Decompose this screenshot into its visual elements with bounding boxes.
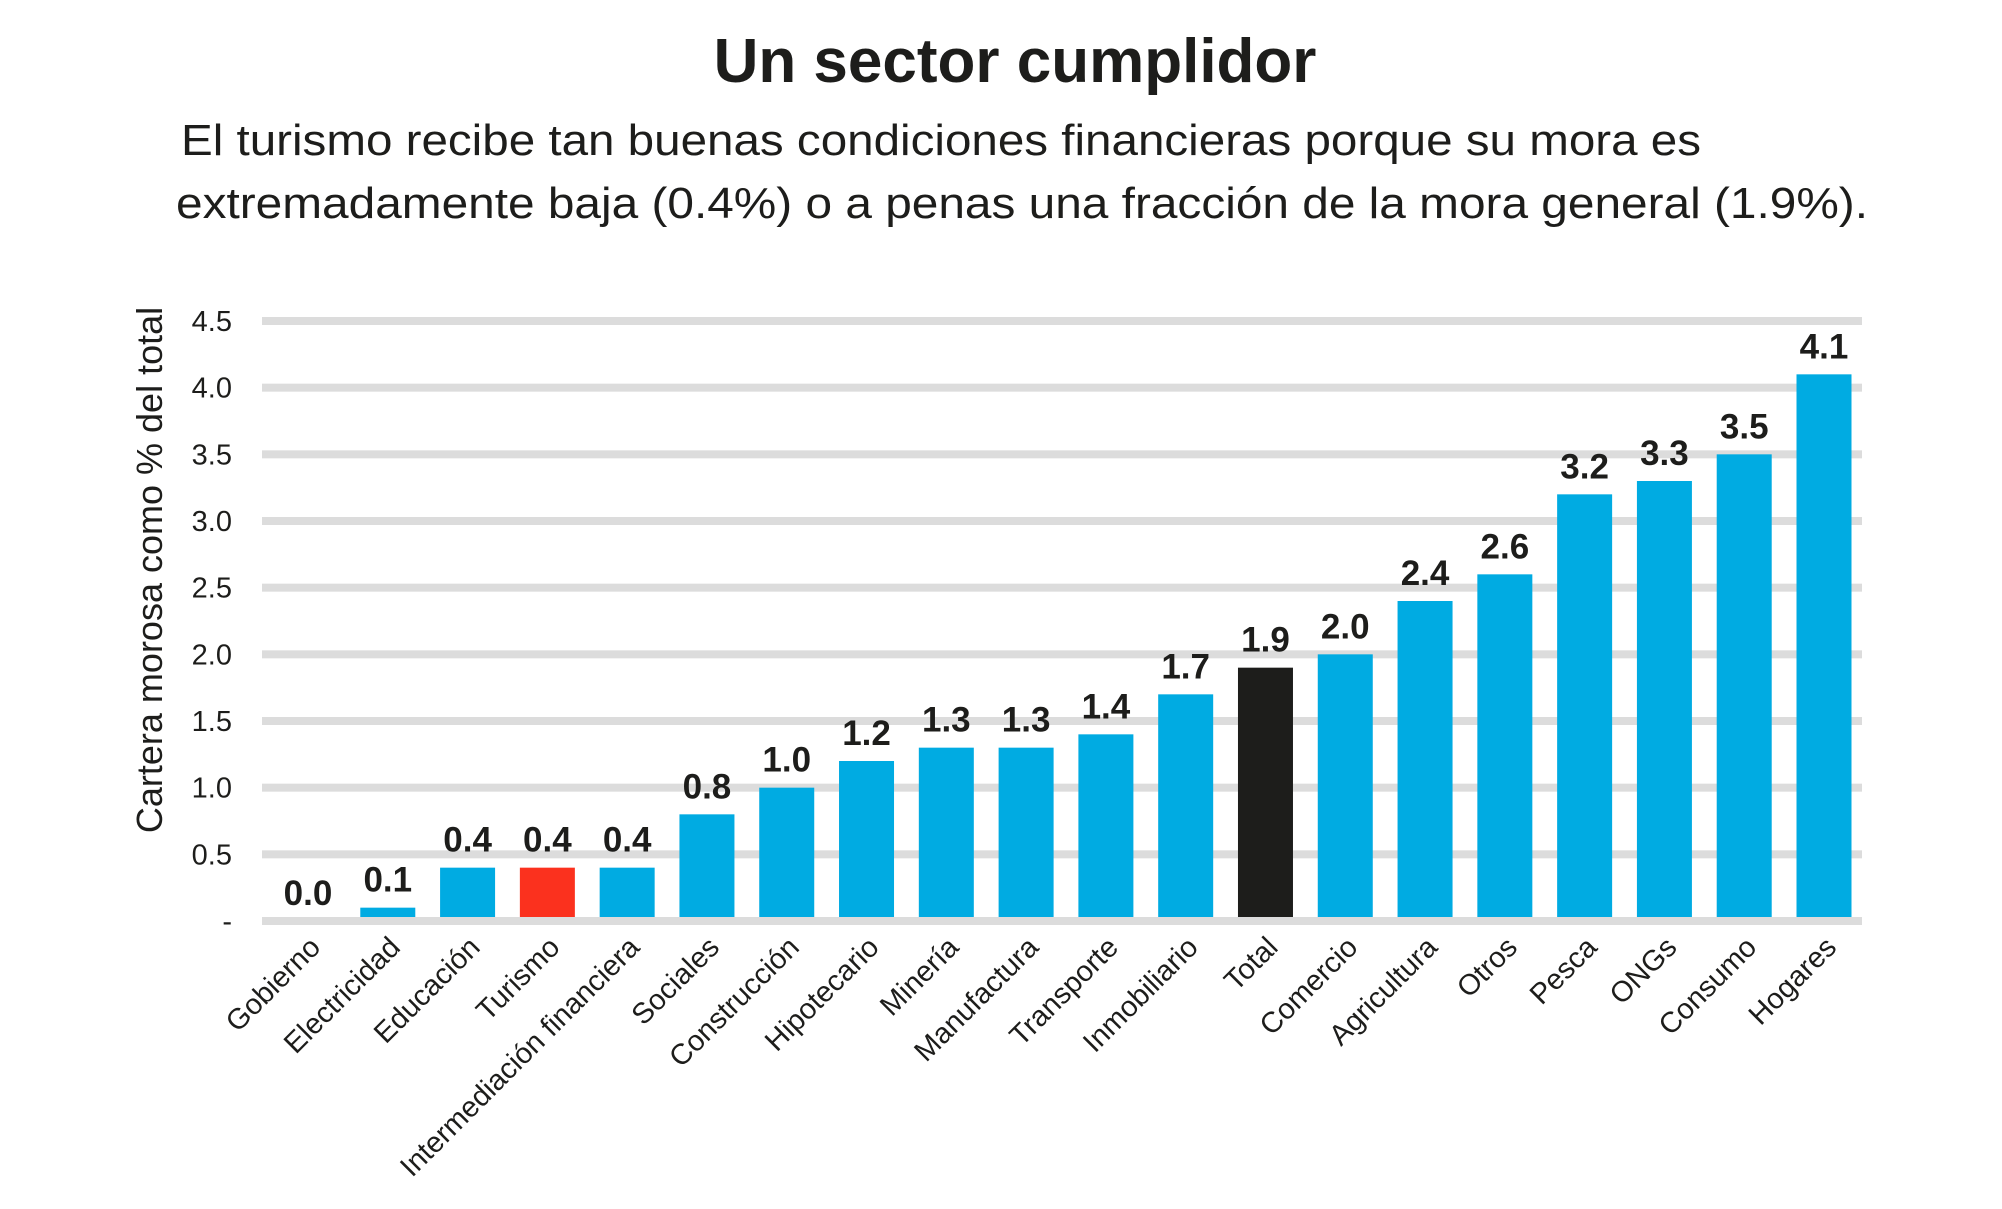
gridlines <box>262 317 1862 925</box>
category-label: Total <box>1218 931 1284 997</box>
y-tick-label: 3.0 <box>192 506 232 538</box>
y-tick-label: 4.5 <box>192 306 232 338</box>
data-label: 2.6 <box>1481 527 1530 566</box>
y-tick-label: 3.5 <box>192 439 232 471</box>
y-tick-label: 4.0 <box>192 373 232 405</box>
data-label: 3.5 <box>1720 407 1769 446</box>
data-label: 0.4 <box>443 821 492 860</box>
y-tick-label: 1.0 <box>192 773 232 805</box>
data-label: 0.0 <box>284 874 333 913</box>
gridline <box>262 850 1862 859</box>
chart-title: Un sector cumplidor <box>714 27 1317 96</box>
bar-3 <box>519 867 575 917</box>
data-label: 3.3 <box>1640 434 1689 473</box>
data-labels: 0.0 0.1 0.4 0.4 0.4 0.8 1.0 1.2 1.3 1.3 1.4 1.7 1.9 2… <box>284 327 1849 913</box>
y-tick-label: 2.0 <box>192 639 232 671</box>
data-label: 1.7 <box>1161 647 1210 686</box>
chart-subtitle-line-2: extremadamente baja (0.4%) o a penas una… <box>176 179 1868 228</box>
data-label: 3.2 <box>1560 447 1609 486</box>
y-axis-label: Cartera morosa como % del total <box>129 307 170 833</box>
bar-1 <box>360 907 416 917</box>
gridline <box>262 517 1862 525</box>
category-label: Otros <box>1451 931 1524 1004</box>
bar-5 <box>679 814 735 917</box>
y-tick-label: - <box>222 906 232 938</box>
y-tick-label: 2.5 <box>192 573 232 605</box>
category-labels: GobiernoElectricidadEducaciónTurismoInte… <box>220 931 1843 1183</box>
data-label: 1.2 <box>842 714 891 753</box>
category-label: Pesca <box>1524 931 1604 1011</box>
bar-17 <box>1636 481 1692 917</box>
y-tick-label: 0.5 <box>192 839 232 871</box>
data-label: 0.4 <box>603 821 652 860</box>
data-label: 1.0 <box>762 741 811 780</box>
gridline <box>262 583 1862 592</box>
bar-12 <box>1237 667 1293 917</box>
bar-13 <box>1317 654 1373 917</box>
gridline <box>262 717 1862 725</box>
category-label: Hogares <box>1743 931 1843 1031</box>
data-label: 1.9 <box>1241 621 1290 660</box>
gridline <box>262 917 1862 925</box>
data-label: 2.0 <box>1321 607 1370 646</box>
data-label: 4.1 <box>1800 327 1849 366</box>
bar-18 <box>1716 454 1772 917</box>
chart-subtitle-line-1: El turismo recibe tan buenas condiciones… <box>181 116 1701 165</box>
data-label: 0.4 <box>523 821 572 860</box>
gridline <box>262 783 1862 792</box>
y-tick-labels: - 0.5 1.0 1.5 2.0 2.5 3.0 3.5 4.0 4.5 <box>192 306 232 938</box>
category-label: ONGs <box>1604 931 1684 1011</box>
bar-16 <box>1557 494 1613 917</box>
data-label: 1.3 <box>1002 701 1051 740</box>
bar-19 <box>1796 374 1852 917</box>
bar-11 <box>1158 694 1214 917</box>
gridline <box>262 383 1862 392</box>
bar-7 <box>839 761 895 917</box>
bar-4 <box>599 867 655 917</box>
bar-8 <box>918 747 974 917</box>
data-label: 1.4 <box>1082 687 1131 726</box>
gridline <box>262 650 1862 659</box>
data-label: 0.1 <box>363 861 412 900</box>
bar-10 <box>1078 734 1134 917</box>
bar-9 <box>998 747 1054 917</box>
bars <box>360 374 1852 917</box>
gridline <box>262 450 1862 459</box>
y-tick-label: 1.5 <box>192 706 232 738</box>
gridline <box>262 317 1862 325</box>
bar-14 <box>1397 601 1453 917</box>
bar-15 <box>1477 574 1533 917</box>
data-label: 0.8 <box>683 767 732 806</box>
data-label: 1.3 <box>922 701 971 740</box>
data-label: 2.4 <box>1401 554 1450 593</box>
bar-2 <box>440 867 496 917</box>
bar-6 <box>759 787 815 917</box>
